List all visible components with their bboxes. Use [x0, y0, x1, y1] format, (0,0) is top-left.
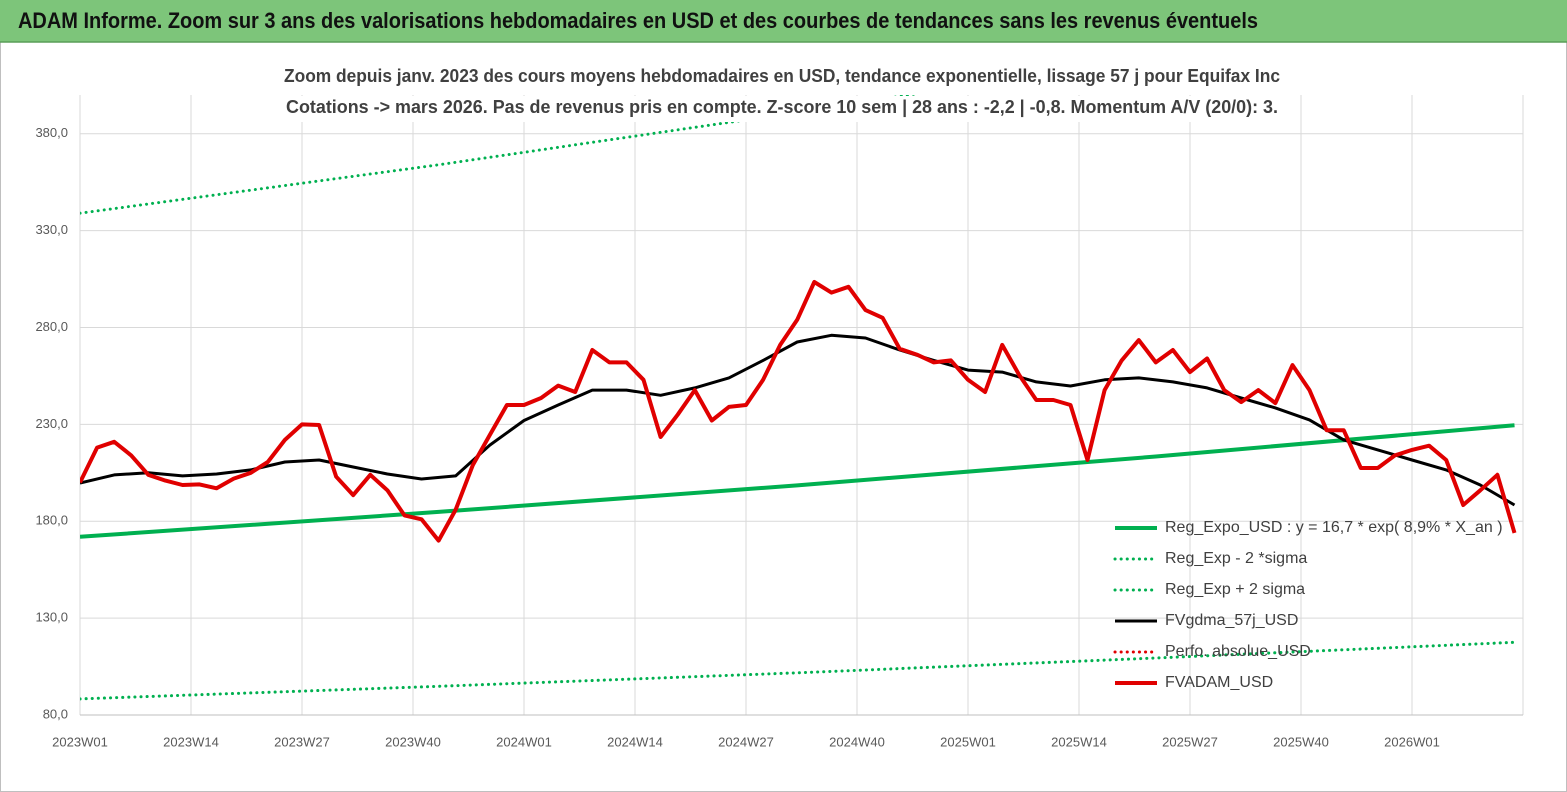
x-tick-label: 2025W14	[1051, 734, 1107, 749]
x-tick-label: 2026W01	[1384, 734, 1440, 749]
x-tick-label: 2025W40	[1273, 734, 1329, 749]
plot-area: 80,0 130,0 180,0 230,0 280,0 330,0 380,0 2023W0…	[35, 95, 1524, 749]
legend-label: FVADAM_USD	[1165, 674, 1273, 691]
chart-title: Zoom depuis janv. 2023 des cours moyens …	[284, 66, 1280, 86]
series-line	[80, 423, 1515, 539]
legend-label: Reg_Exp + 2 sigma	[1165, 581, 1305, 598]
x-tick-label: 2025W27	[1162, 734, 1218, 749]
y-tick-label: 230,0	[35, 416, 68, 431]
x-tick-label: 2023W27	[274, 734, 330, 749]
series-line	[80, 640, 1516, 701]
x-tick-label: 2024W27	[718, 734, 774, 749]
x-tick-label: 2023W40	[385, 734, 441, 749]
y-tick-label: 280,0	[35, 319, 68, 334]
legend-label: FVgdma_57j_USD	[1165, 612, 1298, 629]
legend-label: Reg_Exp - 2 *sigma	[1165, 550, 1307, 567]
chart-subtitle: Cotations -> mars 2026. Pas de revenus p…	[286, 97, 1278, 117]
x-tick-label: 2024W14	[607, 734, 663, 749]
series-line	[80, 280, 1517, 543]
title-bg	[283, 96, 1281, 122]
y-tick-label: 330,0	[35, 222, 68, 237]
legend-label: Perfo. absolue_USD	[1165, 643, 1311, 660]
x-tick-label: 2023W14	[163, 734, 219, 749]
x-tick-label: 2024W40	[829, 734, 885, 749]
title-bg	[283, 64, 1281, 86]
x-tick-label: 2025W01	[940, 734, 996, 749]
x-tick-label: 2024W01	[496, 734, 552, 749]
y-tick-label: 380,0	[35, 125, 68, 140]
series-line	[80, 333, 1516, 507]
y-tick-label: 180,0	[35, 513, 68, 528]
y-tick-label: 130,0	[35, 610, 68, 625]
banner	[0, 0, 1567, 42]
x-tick-label: 2023W01	[52, 734, 108, 749]
banner-title: ADAM Informe. Zoom sur 3 ans des valoris…	[18, 8, 1258, 33]
legend-label: Reg_Expo_USD : y = 16,7 * exp( 8,9% * X_…	[1165, 519, 1503, 536]
legend: Reg_Expo_USD : y = 16,7 * exp( 8,9% * X_…	[1113, 519, 1503, 691]
y-tick-label: 80,0	[43, 706, 68, 721]
